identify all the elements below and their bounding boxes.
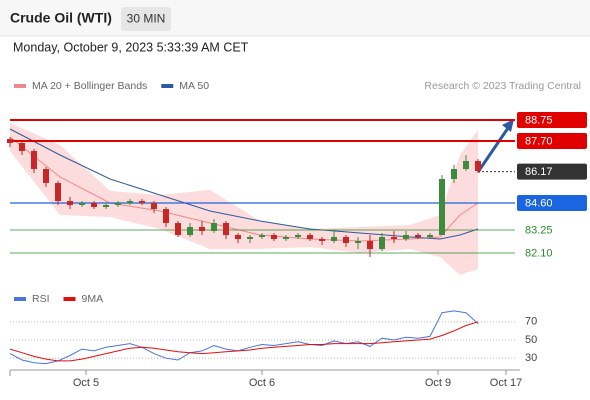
candle-body — [43, 169, 49, 183]
candle-body — [271, 235, 277, 239]
candle-body — [91, 203, 97, 207]
level-tag — [517, 112, 587, 128]
x-tick-label: Oct 17 — [490, 377, 522, 389]
candle-body — [247, 237, 253, 239]
candle-body — [439, 179, 445, 235]
candle-body — [403, 235, 409, 239]
candle-body — [55, 183, 61, 201]
candle-body — [379, 237, 385, 249]
timestamp: Monday, October 9, 2023 5:33:39 AM CET — [13, 40, 249, 54]
indicator-line — [9, 321, 479, 362]
candle-body — [127, 201, 133, 203]
y-tick-label: 70 — [525, 316, 537, 328]
candle-body — [175, 223, 181, 235]
candle-body — [187, 227, 193, 235]
candle-body — [475, 161, 481, 171]
instrument-title: Crude Oil (WTI) — [10, 10, 112, 26]
level-label: 83.25 — [525, 224, 553, 236]
candle-body — [463, 161, 469, 169]
level-tag — [517, 163, 587, 180]
level-label: 86.17 — [525, 166, 553, 178]
candle-body — [199, 227, 205, 231]
x-tick-label: Oct 9 — [425, 377, 451, 389]
level-label: 87.70 — [525, 135, 553, 147]
candle-body — [355, 241, 361, 243]
forecast-arrow-head — [502, 119, 514, 132]
candle-body — [427, 235, 433, 237]
legend-swatch — [63, 297, 76, 301]
candle-body — [67, 201, 73, 205]
candle-body — [235, 235, 241, 239]
level-tag — [517, 133, 587, 149]
legend-label: 9MA — [82, 293, 104, 305]
moving-average — [9, 128, 479, 240]
y-tick-label: 30 — [525, 352, 537, 364]
y-tick-label: 50 — [525, 334, 537, 346]
candle-body — [79, 203, 85, 205]
candle-body — [259, 235, 265, 237]
candle-body — [139, 201, 145, 203]
x-tick-label: Oct 5 — [73, 377, 99, 389]
candle-body — [211, 223, 217, 231]
candle-body — [283, 237, 289, 239]
x-tick-label: Oct 6 — [249, 377, 275, 389]
candle-body — [343, 237, 349, 243]
legend-swatch — [14, 297, 26, 301]
indicator-line — [9, 310, 479, 365]
interval-badge[interactable] — [121, 7, 171, 31]
candle-body — [223, 223, 229, 235]
legend-label: MA 20 + Bollinger Bands — [32, 80, 147, 92]
legend-swatch — [14, 84, 26, 88]
candle-body — [163, 209, 169, 223]
candle-body — [103, 205, 109, 207]
candle-body — [451, 169, 457, 179]
candle-body — [367, 241, 373, 249]
candle-body — [307, 235, 313, 239]
header-bar — [0, 0, 590, 36]
candle-body — [415, 235, 421, 237]
legend-swatch — [161, 84, 174, 88]
candle-body — [295, 235, 301, 237]
level-label: 84.60 — [525, 197, 553, 209]
level-label: 82.10 — [525, 247, 553, 259]
candle-body — [31, 151, 37, 169]
candle-body — [7, 139, 13, 143]
candle-body — [151, 203, 157, 209]
candle-body — [319, 239, 325, 241]
level-label: 88.75 — [525, 114, 553, 126]
candle-body — [391, 237, 397, 239]
candle-body — [115, 203, 121, 205]
credit: Research © 2023 Trading Central — [424, 80, 581, 92]
candle-body — [331, 237, 337, 241]
legend-label: RSI — [32, 293, 50, 305]
bollinger-band — [10, 123, 478, 275]
candle-body — [19, 143, 25, 151]
legend-label: MA 50 — [179, 80, 209, 92]
forecast-arrow — [476, 127, 510, 173]
level-tag — [517, 195, 587, 211]
interval-label[interactable]: 30 MIN — [127, 12, 166, 26]
